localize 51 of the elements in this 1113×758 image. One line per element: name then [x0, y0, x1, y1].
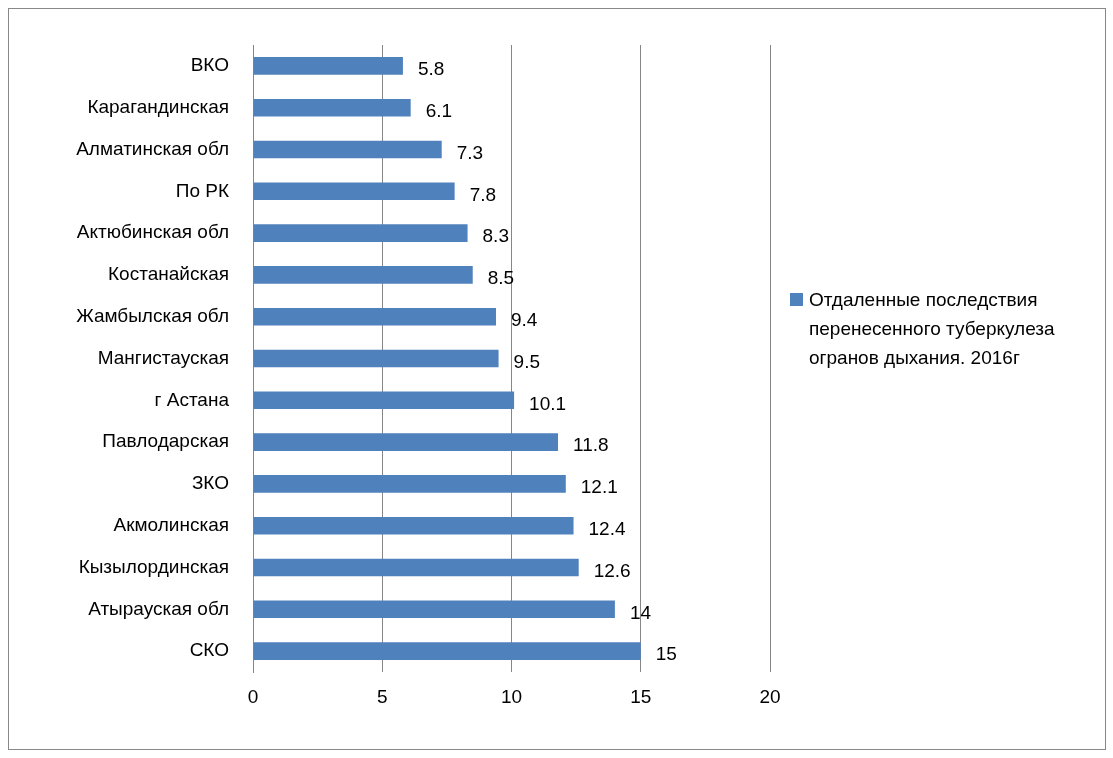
bar [253, 140, 442, 159]
y-tick-label: Алматинская обл [76, 137, 229, 159]
bar [253, 642, 641, 660]
bar [253, 349, 499, 368]
bar [253, 433, 559, 451]
bar [253, 57, 403, 75]
y-tick-label: По РК [175, 179, 229, 201]
data-label: 14 [629, 601, 652, 623]
bar [253, 182, 455, 201]
y-tick-label: Акмолинская [113, 513, 229, 535]
y-tick-label: Мангистауская [97, 346, 229, 368]
data-label: 9.4 [510, 308, 538, 330]
data-label: 12.4 [588, 517, 626, 539]
data-label: 12.1 [580, 476, 618, 498]
bar [253, 391, 515, 410]
data-label: 8.5 [487, 267, 515, 289]
data-label: 6.1 [425, 99, 453, 121]
y-tick-label: Костанайская [108, 263, 229, 285]
bar [253, 307, 496, 326]
y-tick-label: Кызылординская [78, 555, 229, 577]
bar [253, 516, 574, 535]
y-tick-label: СКО [189, 639, 229, 661]
x-tick-label: 20 [759, 685, 781, 707]
y-tick-label: Павлодарская [102, 430, 229, 452]
x-tick-label: 15 [630, 685, 652, 707]
bar [253, 98, 411, 117]
data-label: 15 [655, 643, 677, 665]
y-tick-label: Атырауская обл [88, 597, 229, 619]
bar [253, 558, 579, 577]
y-tick-label: г Астана [154, 388, 230, 410]
y-tick-label: Карагандинская [87, 95, 229, 117]
x-tick-label: 10 [500, 685, 523, 707]
data-label: 12.6 [593, 559, 631, 581]
bar [253, 266, 473, 284]
y-tick-label: ЗКО [191, 472, 229, 494]
y-tick-label: Жамбылская обл [76, 304, 229, 326]
data-label: 11.8 [573, 434, 609, 456]
bar [253, 475, 566, 493]
data-label: 7.8 [469, 183, 497, 205]
data-label: 5.8 [417, 58, 445, 80]
y-tick-label: Актюбинская обл [76, 221, 229, 243]
data-label: 10.1 [529, 392, 567, 414]
y-tick-label: ВКО [190, 54, 229, 76]
x-tick-label: 0 [247, 685, 259, 707]
data-label: 7.3 [456, 141, 484, 163]
bar [253, 600, 615, 619]
data-label: 8.3 [482, 225, 509, 247]
x-tick-label: 5 [376, 685, 388, 707]
legend-label: Отдаленные последствия перенесенного туберкулеза огранов дыхания. 2016г [809, 288, 1056, 370]
bar [253, 224, 468, 242]
data-label: 9.5 [513, 350, 540, 372]
